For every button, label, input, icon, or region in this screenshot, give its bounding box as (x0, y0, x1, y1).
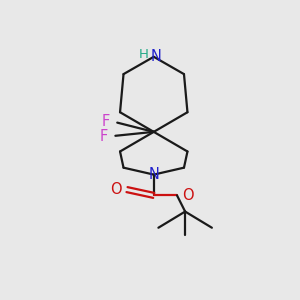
Text: O: O (110, 182, 122, 197)
Text: N: N (148, 167, 159, 182)
Text: F: F (102, 114, 110, 129)
Text: F: F (100, 129, 108, 144)
Text: N: N (151, 49, 161, 64)
Text: O: O (182, 188, 194, 203)
Text: H: H (138, 48, 148, 62)
